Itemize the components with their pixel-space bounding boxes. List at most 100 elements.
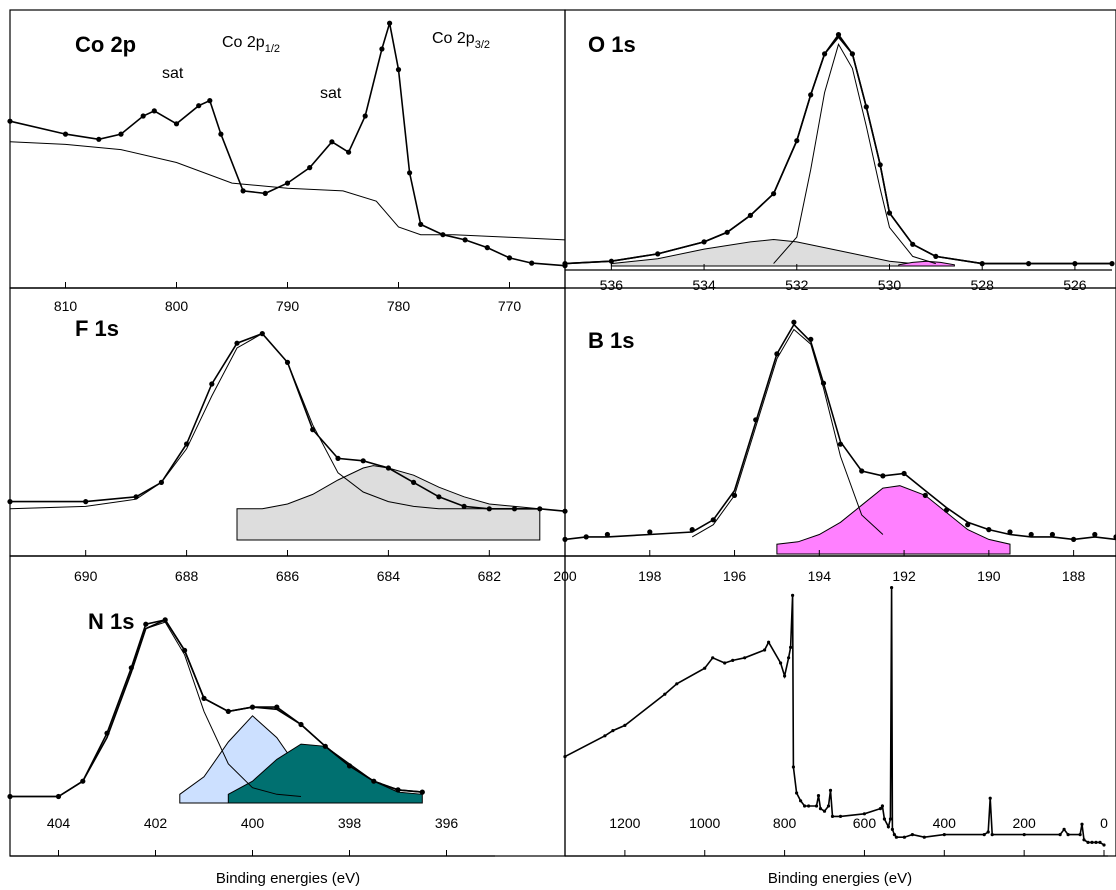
survey-x-tick-label: 1000	[689, 815, 720, 831]
survey-data-point	[910, 833, 915, 837]
b1s-data-point	[1113, 534, 1116, 540]
n1s-data-point	[128, 665, 134, 671]
co2p-data-point	[62, 131, 69, 137]
b1s-data-point	[820, 380, 827, 386]
co2p-data-point	[395, 67, 402, 73]
o1s-data-point	[771, 191, 777, 197]
survey-data-point	[862, 812, 867, 816]
n1s-data-point	[419, 789, 425, 795]
survey-data-line-0	[564, 587, 1105, 846]
survey-x-tick-label: 800	[773, 815, 797, 831]
o1s-data-point	[1109, 261, 1115, 267]
n1s-plot: 404 402 400 398 396	[7, 617, 495, 857]
n1s-data-point	[225, 708, 231, 715]
co2p-x-tick-label: 780	[387, 298, 411, 314]
o1s-data-point	[877, 162, 883, 168]
survey-data-point	[799, 799, 803, 803]
f1s-data-point	[234, 340, 240, 346]
n1s-data-point	[7, 793, 13, 800]
survey-data-point	[986, 830, 990, 834]
o1s-data-point	[747, 212, 754, 218]
survey-data-point	[890, 586, 894, 590]
survey-data-point	[1058, 833, 1062, 837]
f1s-data-point	[360, 458, 366, 464]
n1s-component-line-2	[58, 621, 302, 797]
survey-data-point	[888, 817, 893, 821]
co2p-data-point	[284, 180, 291, 186]
survey-data-point	[1090, 840, 1094, 845]
n1s-data-point	[322, 743, 328, 749]
o1s-data-point	[724, 229, 730, 235]
survey-data-point	[878, 807, 883, 811]
co2p-data-point	[151, 108, 157, 114]
n1s-data-point	[298, 721, 304, 728]
survey-data-point	[1080, 822, 1084, 826]
co2p-data-point	[462, 237, 468, 243]
b1s-component-fill-3	[776, 485, 1011, 555]
n1s-title: N 1s	[88, 609, 134, 634]
n1s-data-point	[249, 704, 256, 710]
b1s-data-point	[880, 473, 886, 479]
survey-data-point	[783, 674, 787, 678]
n1s-data-point	[346, 763, 353, 769]
o1s-title: O 1s	[588, 32, 636, 57]
survey-data-point	[767, 640, 771, 644]
o1s-x-tick-label: 532	[785, 277, 809, 293]
o1s-data-point	[822, 51, 828, 57]
n1s-frame	[9, 555, 566, 857]
survey-data-point	[838, 814, 843, 819]
co2p-x-tick-label: 810	[54, 298, 78, 314]
f1s-data-point	[7, 499, 13, 505]
b1s-data-point	[583, 534, 589, 540]
co2p-data-point	[379, 46, 385, 52]
b1s-data-point	[986, 527, 992, 533]
n1s-data-point	[143, 621, 149, 627]
co2p-data-point	[440, 232, 446, 238]
n1s-data-point	[395, 787, 401, 793]
b1s-data-point	[689, 527, 695, 533]
survey-data-point	[922, 835, 926, 839]
survey-data-point	[663, 692, 667, 696]
co2p-data-point	[240, 188, 246, 194]
survey-data-point	[826, 804, 831, 808]
f1s-data-point	[385, 465, 391, 471]
n1s-data-point	[371, 778, 377, 784]
co2p-data-point	[506, 255, 513, 261]
o1s-data-point	[933, 253, 939, 259]
survey-xlabel: Binding energies (eV)	[768, 870, 912, 887]
survey-data-point	[1086, 840, 1090, 845]
o1s-data-point	[886, 210, 893, 216]
co2p-x-tick-label: 800	[165, 298, 189, 314]
o1s-data-point	[808, 92, 814, 98]
survey-data-point	[611, 729, 615, 733]
f1s-x-tick-label: 682	[478, 568, 502, 584]
survey-data-point	[791, 765, 796, 769]
f1s-x-tick-label: 690	[74, 568, 98, 584]
o1s-data-point	[835, 31, 842, 38]
b1s-x-tick-label: 198	[638, 568, 662, 584]
o1s-data-point	[849, 51, 856, 57]
f1s-data-point	[537, 506, 543, 512]
survey-plot: 1200 1000 800 600 400 200 0	[563, 586, 1108, 857]
survey-data-point	[711, 656, 715, 660]
n1s-data-point	[162, 617, 168, 623]
survey-data-point	[894, 835, 899, 839]
survey-data-point	[791, 593, 795, 598]
survey-data-point	[807, 804, 811, 808]
survey-data-point	[803, 804, 807, 808]
b1s-envelope-line-1	[564, 323, 1116, 541]
co2p-x-tick-label: 770	[498, 298, 522, 314]
co2p-annotation-co2p32: Co 2p3/2	[432, 30, 490, 51]
o1s-x-tick-label: 536	[600, 277, 624, 293]
o1s-data-point	[979, 261, 985, 267]
co2p-background-line-1	[9, 141, 566, 241]
b1s-data-point	[731, 492, 738, 498]
survey-x-tick-label: 200	[1012, 815, 1036, 831]
o1s-data-point	[655, 251, 661, 257]
o1s-plot: 536 534 532 530 528 526	[562, 31, 1115, 293]
survey-data-point	[779, 661, 783, 665]
survey-x-tick-label: 0	[1100, 815, 1108, 831]
survey-data-point	[882, 817, 887, 821]
survey-data-point	[789, 645, 793, 650]
